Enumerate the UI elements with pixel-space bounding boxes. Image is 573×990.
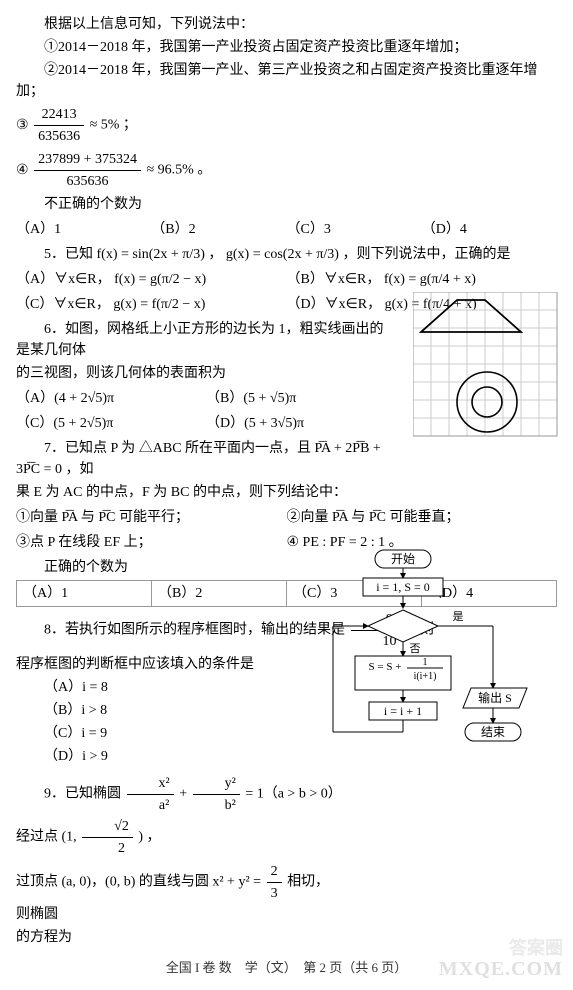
intro-s4-post: ≈ 96.5% 。 <box>146 163 211 178</box>
q8-c: （C）i = 9 <box>16 723 276 744</box>
q8-d: （D）i > 9 <box>16 746 276 767</box>
q8-b: （B）i > 8 <box>16 700 276 721</box>
q7-stem1: 7．已知点 P 为 △ABC 所在平面内一点，且 P͞A + 2P͞B + 3P… <box>16 438 396 480</box>
opt-b: （B）2 <box>151 217 286 242</box>
svg-text:i = 1, S = 0: i = 1, S = 0 <box>376 580 430 594</box>
q9-f4n: 2 <box>267 861 282 883</box>
q9-l1-c: ) ， <box>138 830 160 845</box>
q6-stem1: 6．如图，网格纸上小正方形的边长为 1，粗实线画出的是某几何体 <box>16 319 396 361</box>
opt-c: （C）3 <box>287 217 422 242</box>
q9-l2: 过顶点 (a, 0)，(0, b) 的直线与圆 x² + y² = 2 3 相切… <box>16 861 336 925</box>
q5-stem: 5．已知 f(x) = sin(2x + π/3) ， g(x) = cos(2… <box>16 244 557 265</box>
q9-f1n: x² <box>127 773 174 795</box>
flowchart-figure: 开始 i = 1, S = 0 是输出 S 结束 否 S = S + 1 i(i+1) i = … <box>313 548 543 758</box>
opt-d: （D）4 <box>422 217 557 242</box>
q6-c: （C）(5 + 2√5)π <box>16 411 206 436</box>
intro-s2: ②2014－2018 年，我国第一产业、第三产业投资之和占固定资产投资比重逐年增… <box>16 60 557 102</box>
svg-text:否: 否 <box>410 643 421 655</box>
q5-a: （A）∀x∈R， f(x) = g(π/2 − x) <box>16 267 287 292</box>
intro-s4: ④ 237899 + 375324 635636 ≈ 96.5% 。 <box>16 149 557 192</box>
svg-text:输出 S: 输出 S <box>478 690 512 705</box>
svg-text:结束: 结束 <box>481 725 505 739</box>
frac-s3-den: 635636 <box>34 126 84 147</box>
q9-f2n: y² <box>193 773 240 795</box>
q9-l2-a: 过顶点 (a, 0)，(0, b) 的直线与圆 x² + y² = <box>16 875 265 890</box>
q7-a: （A）1 <box>17 581 152 606</box>
intro-tail: 不正确的个数为 <box>16 194 557 215</box>
q7-s2: ②向量 P͞A 与 P͞C 可能垂直； <box>287 505 558 530</box>
circ-3: ③ <box>16 115 29 136</box>
q9-f1d: a² <box>127 795 174 816</box>
intro-options: （A）1 （B）2 （C）3 （D）4 <box>16 217 557 242</box>
q9-frac3: √2 2 <box>82 816 133 859</box>
q6-options: （A）(4 + 2√5)π （B）(5 + √5)π （C）(5 + 2√5)π… <box>16 386 396 436</box>
q8-stem1-a: 8．若执行如图所示的程序框图时，输出的结果是 <box>44 623 349 638</box>
q9-frac2: y² b² <box>193 773 240 816</box>
three-view-figure <box>413 292 561 440</box>
q9-plus: + <box>179 787 190 802</box>
q9-l1-a: 9．已知椭圆 <box>44 787 125 802</box>
q5-c: （C）∀x∈R， g(x) = f(π/2 − x) <box>16 292 287 317</box>
q6-b: （B）(5 + √5)π <box>206 386 396 411</box>
q9-frac1: x² a² <box>127 773 174 816</box>
q9-f4d: 3 <box>267 883 282 904</box>
q7-stem2: 果 E 为 AC 的中点，F 为 BC 的中点，则下列结论中： <box>16 482 396 503</box>
svg-text:i = i + 1: i = i + 1 <box>384 704 422 718</box>
intro-s3-post: ≈ 5% ； <box>90 118 137 133</box>
q9-l3: 的方程为 <box>16 927 557 948</box>
q9-f3d: 2 <box>82 838 133 859</box>
intro-s3: ③ 22413 635636 ≈ 5% ； <box>16 104 557 147</box>
q6-a: （A）(4 + 2√5)π <box>16 386 206 411</box>
intro-s1: ①2014－2018 年，我国第一产业投资占固定资产投资比重逐年增加； <box>16 37 557 58</box>
q5-b: （B）∀x∈R， f(x) = g(π/4 + x) <box>287 267 558 292</box>
q8-a: （A）i = 8 <box>16 677 276 698</box>
svg-text:是: 是 <box>453 610 464 623</box>
q7-b: （B）2 <box>152 581 287 606</box>
q6-stem2: 的三视图，则该几何体的表面积为 <box>16 363 396 384</box>
q7-s3: ③点 P 在线段 EF 上； <box>16 530 287 555</box>
frac-s4-den: 635636 <box>34 171 141 192</box>
svg-text:S = S +: S = S + <box>369 661 402 673</box>
svg-text:开始: 开始 <box>391 552 415 566</box>
q7-s1: ①向量 P͞A 与 P͞C 可能平行； <box>16 505 287 530</box>
frac-s3-num: 22413 <box>34 104 84 126</box>
q9-l1: 9．已知椭圆 x² a² + y² b² = 1（a > b > 0）经过点 (… <box>16 773 336 859</box>
frac-s4-num: 237899 + 375324 <box>34 149 141 171</box>
svg-text:i(i+1): i(i+1) <box>414 671 437 682</box>
opt-a: （A）1 <box>16 217 151 242</box>
q9-frac4: 2 3 <box>267 861 282 904</box>
q9-f3n: √2 <box>82 816 133 838</box>
frac-s4: 237899 + 375324 635636 <box>34 149 141 192</box>
q9-f2d: b² <box>193 795 240 816</box>
q6-d: （D）(5 + 3√5)π <box>206 411 396 436</box>
intro-line1: 根据以上信息可知，下列说法中： <box>16 14 557 35</box>
watermark-url: MXQE.COM <box>439 954 563 984</box>
frac-s3: 22413 635636 <box>34 104 84 147</box>
svg-text:1: 1 <box>423 657 428 668</box>
circ-4: ④ <box>16 160 29 181</box>
